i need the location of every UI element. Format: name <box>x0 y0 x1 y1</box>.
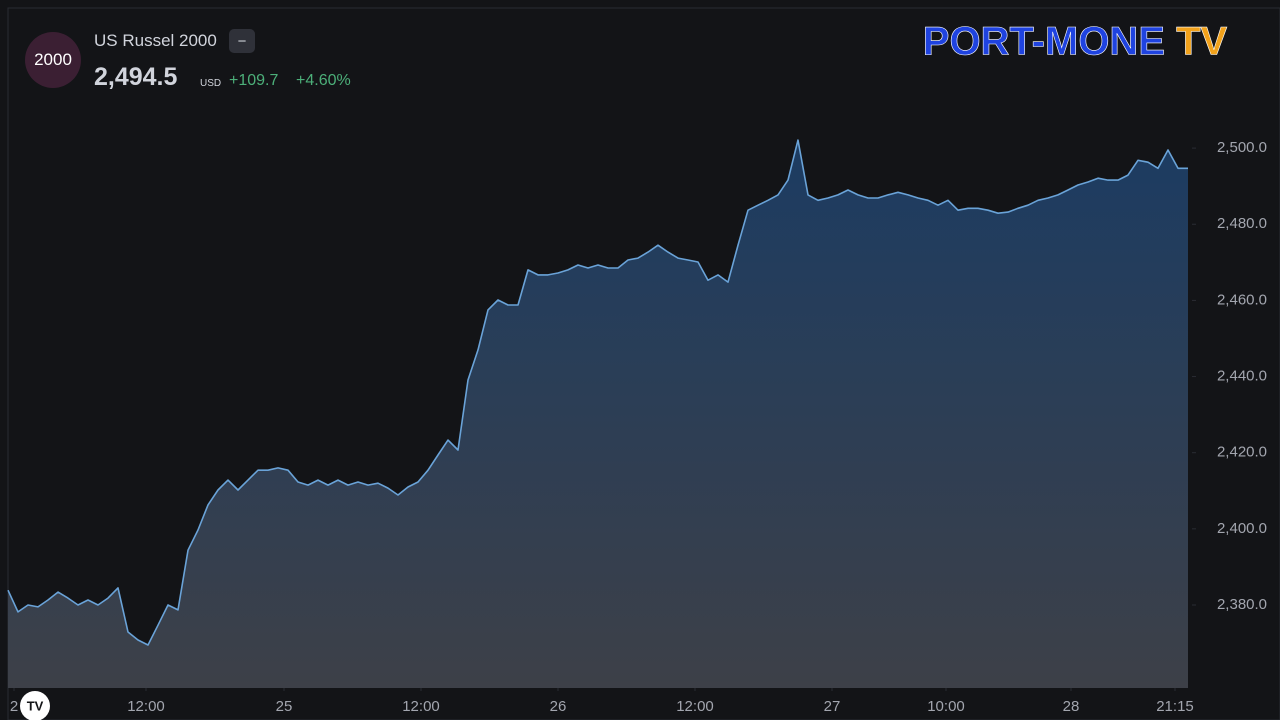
price-line <box>7 139 1188 646</box>
svg-text:TV: TV <box>27 698 44 713</box>
price-change: +109.7 <box>229 72 279 89</box>
y-tick-label: 2,400.0 <box>1217 520 1267 537</box>
x-tick-label: 25 <box>276 698 293 715</box>
plot-area <box>7 139 1188 689</box>
x-tick-label: 12:00 <box>127 698 165 715</box>
last-price: 2,494.5 <box>94 63 178 91</box>
symbol-title: US Russel 2000 <box>94 31 217 50</box>
y-tick-label: 2,500.0 <box>1217 139 1267 156</box>
x-tick-label: 12:00 <box>676 698 714 715</box>
y-tick-label: 2,380.0 <box>1217 596 1267 613</box>
x-tick-label: 21:15 <box>1156 698 1194 715</box>
x-tick-label: 28 <box>1063 698 1080 715</box>
collapse-button[interactable]: − <box>229 29 255 53</box>
y-tick-label: 2,480.0 <box>1217 215 1267 232</box>
x-tick-label: 26 <box>550 698 567 715</box>
y-tick-label: 2,460.0 <box>1217 291 1267 308</box>
x-tick-label: 10:00 <box>927 698 965 715</box>
x-tick-label: 12:00 <box>402 698 440 715</box>
currency: USD <box>200 78 222 89</box>
symbol-icon: 2000 <box>25 32 81 88</box>
y-tick-label: 2,440.0 <box>1217 368 1267 385</box>
x-tick-label: 27 <box>824 698 841 715</box>
area-fill <box>8 140 1188 689</box>
tradingview-badge: TV <box>20 691 50 720</box>
logo: PORT-MONE TV <box>923 20 1228 64</box>
price-change-percent: +4.60% <box>296 72 351 89</box>
x-tick-label: 2 <box>10 698 18 715</box>
y-tick-label: 2,420.0 <box>1217 444 1267 461</box>
